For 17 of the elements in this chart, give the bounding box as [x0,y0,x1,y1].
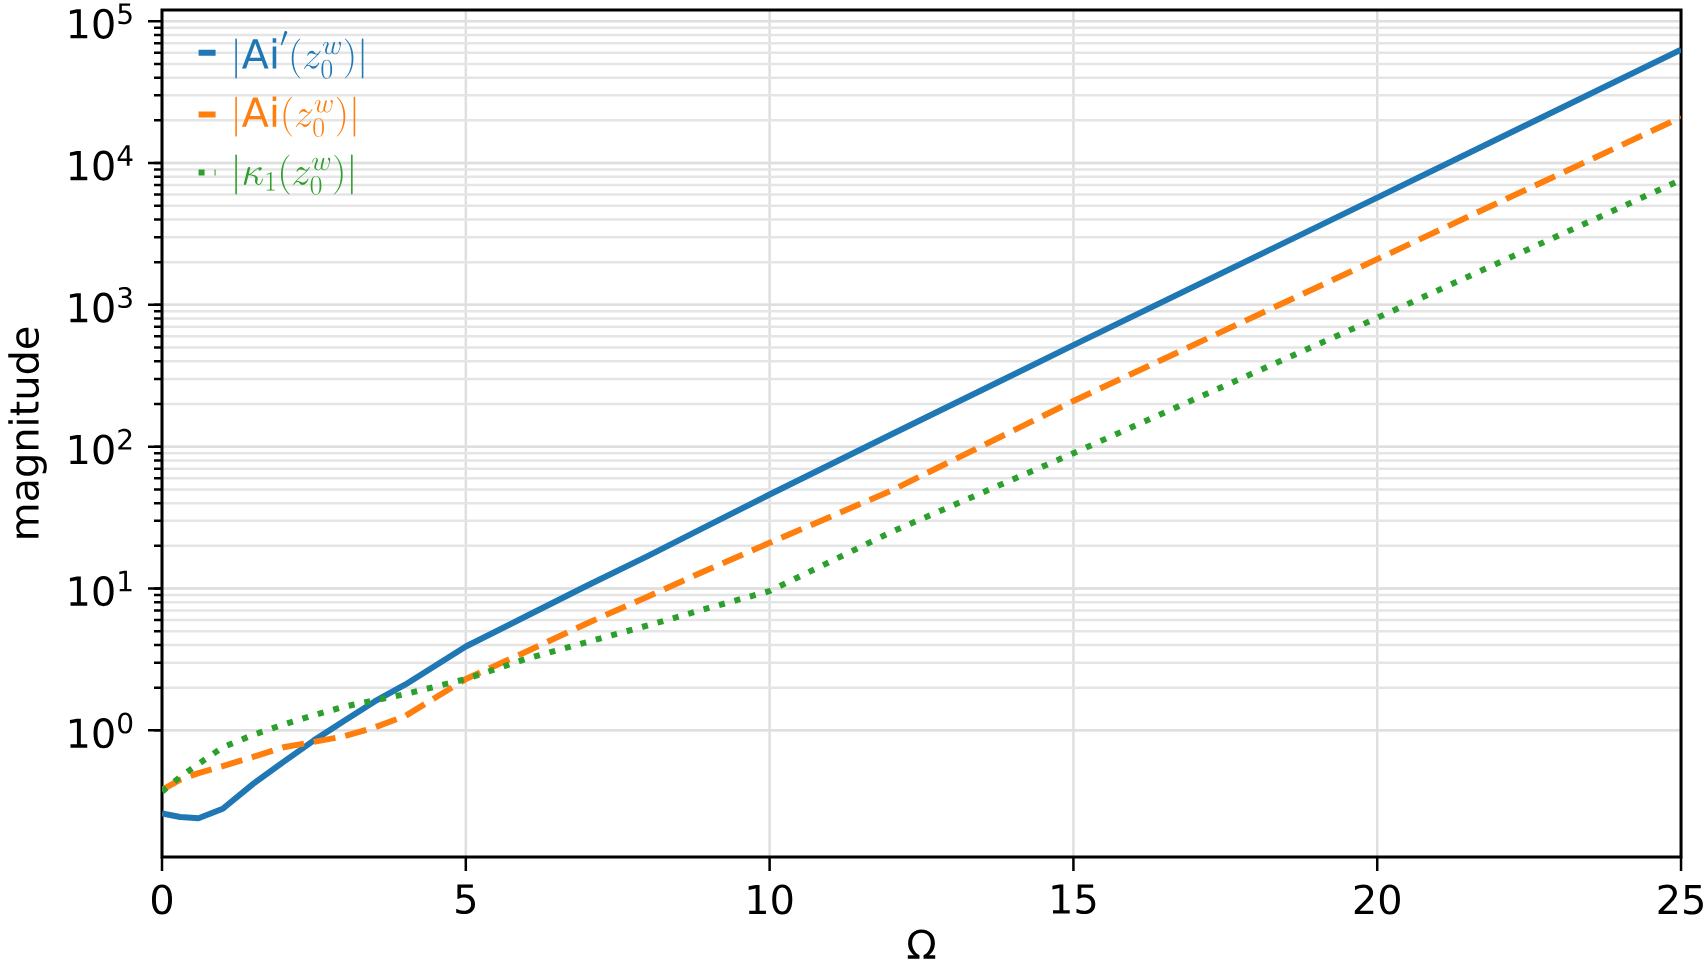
y-tick-label: 10$^{5}$ [69,3,132,39]
x-tick-label: 5 [456,884,476,915]
x-tick-label: 25 [1658,884,1703,915]
x-axis-title: Ω [907,929,936,959]
y-tick-label: 10$^{0}$ [69,712,133,749]
y-tick-label: 10$^{2}$ [69,428,132,465]
legend-label: $|\mathrm{Ai}(z_0^w)|$ [235,96,356,137]
x-tick-label: 20 [1354,884,1400,915]
y-axis-title: magnitude [8,327,47,538]
legend-label: $|\mathrm{Ai}'(z_0^w)|$ [235,31,364,79]
y-tick-label: 10$^{4}$ [69,145,133,181]
x-tick-label: 10 [748,884,793,915]
x-tick-label: 15 [1052,884,1096,915]
legend-label: $|\kappa_1(z_0^w)|$ [235,154,353,195]
y-tick-label: 10$^{1}$ [69,570,132,607]
y-tick-label: 10$^{3}$ [69,287,132,323]
x-tick-label: 0 [151,884,173,915]
